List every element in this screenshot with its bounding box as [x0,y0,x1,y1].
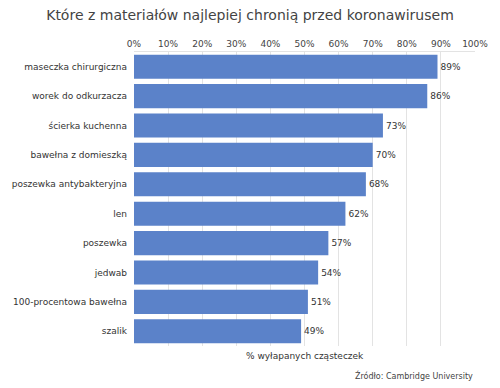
svg-text:80%: 80% [397,39,417,49]
svg-text:50%: 50% [294,39,314,49]
svg-text:10%: 10% [158,39,178,49]
svg-text:% wyłapanych cząsteczek: % wyłapanych cząsteczek [246,351,364,361]
svg-text:poszewka: poszewka [83,238,127,248]
svg-text:89%: 89% [440,62,460,72]
svg-text:54%: 54% [321,268,341,278]
svg-text:73%: 73% [386,121,406,131]
svg-text:62%: 62% [348,209,368,219]
svg-text:70%: 70% [376,150,396,160]
svg-text:Które z materiałów najlepiej c: Które z materiałów najlepiej chronią prz… [46,7,454,23]
svg-text:100%: 100% [462,39,488,49]
svg-text:Źródło: Cambridge University: Źródło: Cambridge University [355,370,473,381]
svg-text:49%: 49% [304,326,324,336]
svg-text:worek do odkurzacza: worek do odkurzacza [32,91,127,101]
svg-text:0%: 0% [127,39,142,49]
svg-text:szalik: szalik [102,326,128,336]
svg-text:51%: 51% [311,297,331,307]
svg-text:poszewka antybakteryjna: poszewka antybakteryjna [12,179,127,189]
svg-text:68%: 68% [369,179,389,189]
svg-text:60%: 60% [329,39,349,49]
svg-text:jedwab: jedwab [94,268,128,278]
svg-text:100-procentowa bawełna: 100-procentowa bawełna [13,297,127,307]
svg-text:maseczka chirurgiczna: maseczka chirurgiczna [24,62,127,72]
svg-text:40%: 40% [260,39,280,49]
svg-text:57%: 57% [331,238,351,248]
svg-text:ścierka kuchenna: ścierka kuchenna [48,121,127,131]
svg-text:bawełna z domieszką: bawełna z domieszką [30,150,127,160]
svg-text:90%: 90% [431,39,451,49]
svg-text:86%: 86% [430,91,450,101]
svg-text:70%: 70% [363,39,383,49]
svg-text:30%: 30% [226,39,246,49]
svg-text:20%: 20% [192,39,212,49]
svg-text:len: len [113,209,127,219]
